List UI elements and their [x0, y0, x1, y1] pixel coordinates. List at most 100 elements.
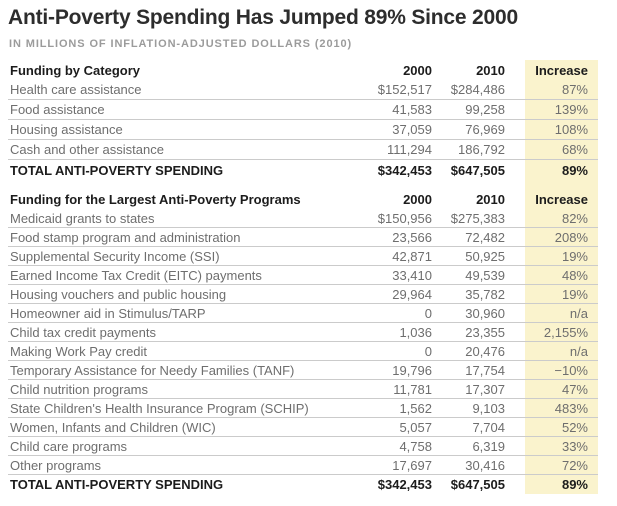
value-2000: 4,758	[399, 438, 432, 454]
table-row: Women, Infants and Children (WIC) 5,057 7,…	[8, 418, 598, 437]
table-row: Health care assistance $152,517 $284,486 87…	[8, 80, 598, 100]
value-2010: 17,307	[465, 381, 505, 397]
value-increase: 33%	[561, 438, 588, 454]
value-2000: 19,796	[392, 362, 432, 378]
value-2010: $647,505	[450, 477, 505, 492]
value-increase: 483%	[554, 400, 588, 416]
value-2000: $342,453	[377, 162, 432, 178]
value-2000: 5,057	[399, 419, 432, 435]
value-2010: 6,319	[472, 438, 505, 454]
page-subtitle: IN MILLIONS OF INFLATION-ADJUSTED DOLLAR…	[9, 38, 353, 50]
value-2000: 33,410	[392, 267, 432, 283]
value-increase: 87%	[561, 82, 588, 97]
value-2000: 11,781	[393, 381, 432, 397]
value-2010: 72,482	[465, 229, 505, 245]
spending-table: Funding by Category 2000 2010 Increase Healt…	[8, 60, 598, 494]
row-label: Food assistance	[10, 102, 105, 117]
value-increase: 72%	[561, 457, 588, 473]
table-section: Funding for the Largest Anti-Poverty Pro…	[8, 190, 598, 494]
table-row: Food assistance 41,583 99,258 139%	[8, 100, 598, 120]
row-label: Housing assistance	[10, 122, 123, 137]
section-header-row: Funding by Category 2000 2010 Increase	[8, 60, 598, 80]
value-increase: Increase	[535, 192, 588, 207]
row-label: Funding by Category	[10, 62, 140, 78]
row-label: Health care assistance	[10, 82, 142, 97]
table-row: Making Work Pay credit 0 20,476 n/a	[8, 342, 598, 361]
value-2010: 99,258	[465, 102, 505, 117]
row-label: Child tax credit payments	[10, 324, 156, 340]
value-2010: 9,103	[472, 400, 505, 416]
table-row: Housing vouchers and public housing 29,96…	[8, 285, 598, 304]
row-label: Women, Infants and Children (WIC)	[10, 419, 216, 435]
row-label: Homeowner aid in Stimulus/TARP	[10, 305, 206, 321]
value-2000: 2000	[403, 192, 432, 207]
table-row: Supplemental Security Income (SSI) 42,871…	[8, 247, 598, 266]
value-2010: $284,486	[450, 82, 505, 97]
value-increase: 19%	[561, 248, 588, 264]
row-label: Supplemental Security Income (SSI)	[10, 248, 220, 264]
table-row: Child care programs 4,758 6,319 33%	[8, 437, 598, 456]
value-increase: 68%	[561, 142, 588, 157]
value-2010: 30,960	[465, 305, 505, 321]
value-2010: 76,969	[465, 122, 505, 137]
value-2000: 1,562	[399, 400, 432, 416]
table-row: Child tax credit payments 1,036 23,355 2,15…	[8, 323, 598, 342]
value-2010: $647,505	[450, 162, 505, 178]
value-2010: 20,476	[465, 343, 505, 359]
row-label: Food stamp program and administration	[10, 229, 241, 245]
value-2000: 2000	[403, 62, 432, 78]
value-increase: 208%	[554, 229, 588, 245]
value-2010: $275,383	[450, 210, 505, 226]
table-row: State Children's Health Insurance Progra…	[8, 399, 598, 418]
value-2010: 23,355	[465, 324, 505, 340]
value-increase: 89%	[561, 162, 588, 178]
value-2000: $152,517	[377, 82, 432, 97]
value-2010: 49,539	[465, 267, 505, 283]
row-label: Cash and other assistance	[10, 142, 164, 157]
row-label: Child nutrition programs	[10, 381, 149, 397]
row-label: TOTAL ANTI-POVERTY SPENDING	[10, 162, 224, 178]
row-label: State Children's Health Insurance Progra…	[10, 400, 309, 416]
value-increase: 108%	[554, 122, 588, 137]
row-label: Making Work Pay credit	[10, 343, 148, 359]
value-increase: Increase	[535, 62, 588, 78]
table-row: Temporary Assistance for Needy Families …	[8, 361, 598, 380]
table-row: Homeowner aid in Stimulus/TARP 0 30,960 n/a	[8, 304, 598, 323]
value-2010: 186,792	[458, 142, 505, 157]
table-row: Food stamp program and administration 23,…	[8, 228, 598, 247]
value-increase: 47%	[561, 381, 588, 397]
value-increase: 82%	[561, 210, 588, 226]
table-row: Child nutrition programs 11,781 17,307 47%	[8, 380, 598, 399]
row-label: Child care programs	[10, 438, 128, 454]
value-2010: 50,925	[465, 248, 505, 264]
value-increase: n/a	[569, 305, 588, 321]
value-increase: 19%	[561, 286, 588, 302]
value-2000: 42,871	[392, 248, 432, 264]
value-2000: 111,294	[386, 142, 432, 157]
table-row: Cash and other assistance 111,294 186,792 6…	[8, 140, 598, 160]
row-label: Housing vouchers and public housing	[10, 286, 227, 302]
table-sections: Funding by Category 2000 2010 Increase Healt…	[8, 60, 598, 494]
value-2010: 7,704	[472, 419, 505, 435]
value-2010: 30,416	[465, 457, 505, 473]
value-2000: 29,964	[392, 286, 432, 302]
value-2010: 2010	[476, 192, 505, 207]
value-increase: 2,155%	[543, 324, 588, 340]
section-total-row: TOTAL ANTI-POVERTY SPENDING $342,453 $647,…	[8, 475, 598, 494]
value-2010: 2010	[476, 62, 505, 78]
row-label: Medicaid grants to states	[10, 210, 155, 226]
value-2000: 23,566	[392, 229, 432, 245]
row-label: Earned Income Tax Credit (EITC) payments	[10, 267, 262, 283]
value-2000: 0	[424, 343, 432, 359]
page-title: Anti-Poverty Spending Has Jumped 89% Sin…	[8, 6, 518, 29]
value-2010: 17,754	[465, 362, 505, 378]
value-increase: n/a	[569, 343, 588, 359]
value-increase: 139%	[554, 102, 588, 117]
section-header-row: Funding for the Largest Anti-Poverty Pro…	[8, 190, 598, 209]
row-label: TOTAL ANTI-POVERTY SPENDING	[10, 477, 224, 492]
value-2000: 0	[424, 305, 432, 321]
table-row: Earned Income Tax Credit (EITC) payments…	[8, 266, 598, 285]
value-increase: −10%	[554, 362, 588, 378]
value-2000: $150,956	[377, 210, 432, 226]
